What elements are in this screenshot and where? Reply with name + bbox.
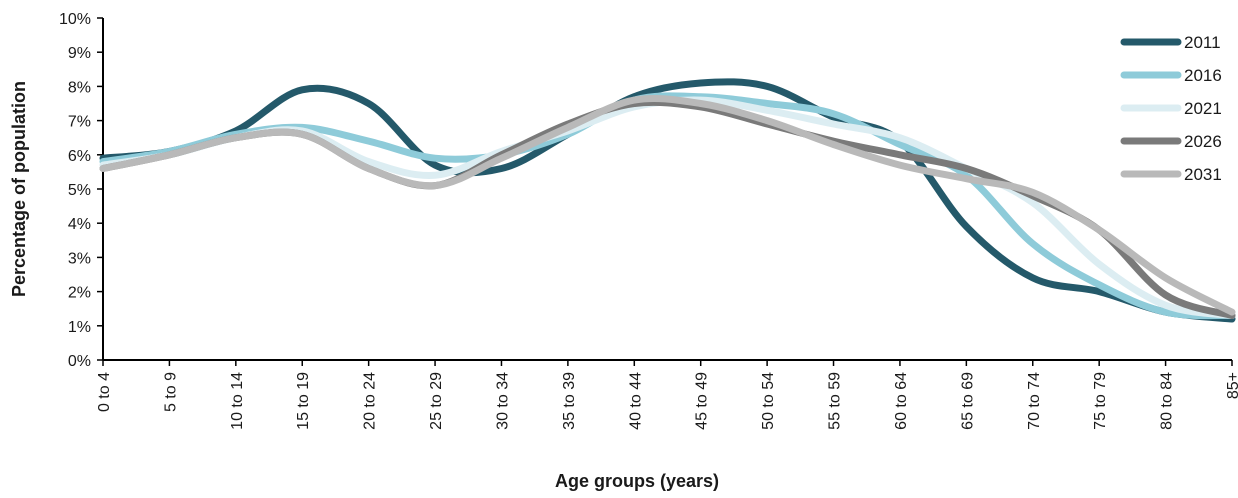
x-tick-label: 55 to 59	[827, 372, 844, 430]
x-tick-label: 0 to 4	[96, 372, 113, 412]
y-tick-label: 8%	[68, 79, 91, 96]
x-tick-label: 5 to 9	[162, 372, 179, 412]
x-tick-label: 50 to 54	[760, 372, 777, 430]
y-tick-label: 1%	[68, 319, 91, 336]
y-axis-title: Percentage of population	[9, 81, 29, 297]
axes: 0% 1% 2% 3% 4% 5% 6% 7% 8% 9% 10% 0 to 4 5 to 9 10 to…	[59, 11, 1238, 430]
y-tick-label: 5%	[68, 182, 91, 199]
legend-label-2011: 2011	[1184, 33, 1221, 52]
series-lines	[99, 78, 1236, 323]
x-axis-title: Age groups (years)	[555, 471, 719, 491]
series-line-2031	[99, 94, 1236, 316]
x-tick-label: 70 to 74	[1026, 372, 1043, 430]
series-line-2011	[99, 78, 1236, 323]
y-tick-label: 0%	[68, 353, 91, 370]
x-tick-label: 20 to 24	[362, 372, 379, 430]
x-tick-label: 80 to 84	[1159, 372, 1176, 430]
legend-label-2026: 2026	[1184, 132, 1222, 151]
y-tick-label: 4%	[68, 216, 91, 233]
x-tick-label: 25 to 29	[428, 372, 445, 430]
legend-label-2021: 2021	[1184, 99, 1222, 118]
y-tick-label: 2%	[68, 285, 91, 302]
x-tick-label: 60 to 64	[893, 372, 910, 430]
x-tick-label: 10 to 14	[229, 372, 246, 430]
legend-label-2016: 2016	[1184, 66, 1222, 85]
y-tick-label: 10%	[59, 11, 91, 28]
x-tick-label: 35 to 39	[561, 372, 578, 430]
x-tick-label: 45 to 49	[694, 372, 711, 430]
legend: 2011 2016 2021 2026 2031	[1120, 33, 1222, 184]
y-tick-label: 6%	[68, 148, 91, 165]
y-tick-label: 3%	[68, 250, 91, 267]
x-tick-label: 30 to 34	[494, 372, 511, 430]
x-tick-label: 75 to 79	[1092, 372, 1109, 430]
y-tick-label: 9%	[68, 45, 91, 62]
y-tick-label: 7%	[68, 114, 91, 131]
legend-label-2031: 2031	[1184, 165, 1222, 184]
x-tick-label: 85+	[1225, 372, 1238, 399]
x-tick-label: 65 to 69	[959, 372, 976, 430]
x-tick-label: 40 to 44	[627, 372, 644, 430]
x-tick-label: 15 to 19	[295, 372, 312, 430]
